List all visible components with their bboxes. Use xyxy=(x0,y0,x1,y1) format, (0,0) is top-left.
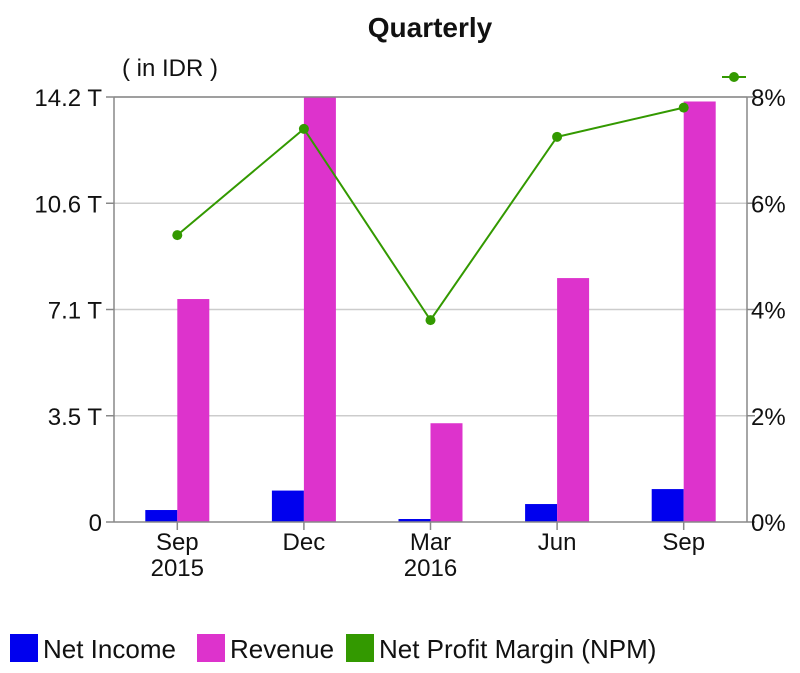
legend-swatch-net-income xyxy=(10,634,38,662)
bar-net-income-1 xyxy=(271,490,304,522)
y-left-tick-label: 7.1 T xyxy=(48,298,103,325)
y-left-tick-label: 0 xyxy=(89,510,102,537)
x-tick-label: Sep xyxy=(156,529,199,556)
chart-title: Quarterly xyxy=(368,12,493,43)
bar-revenue-4 xyxy=(683,101,716,522)
y-right-tick-label: 2% xyxy=(751,404,786,431)
bar-net-income-3 xyxy=(525,504,558,522)
legend: Net Income Revenue Net Profit Margin (NPM) xyxy=(10,72,746,664)
bar-revenue-3 xyxy=(557,278,590,522)
bar-revenue-2 xyxy=(430,423,463,522)
legend-label-revenue: Revenue xyxy=(230,634,334,664)
npm-point-4 xyxy=(678,102,689,113)
npm-point-0 xyxy=(172,230,183,241)
bar-net-income-2 xyxy=(398,519,431,522)
npm-point-2 xyxy=(425,315,436,326)
unit-label: ( in IDR ) xyxy=(122,55,218,82)
npm-point-1 xyxy=(298,123,309,134)
x-tick-label: Mar xyxy=(410,529,451,556)
x-tick-label: Jun xyxy=(538,529,577,556)
y-left-tick-label: 10.6 T xyxy=(34,191,102,218)
bar-net-income-0 xyxy=(145,510,178,522)
y-right-tick-label: 0% xyxy=(751,510,786,537)
x-tick-label-year: 2015 xyxy=(151,555,204,582)
y-left-tick-label: 3.5 T xyxy=(48,404,103,431)
y-right-tick-label: 8% xyxy=(751,85,786,112)
y-right-tick-label: 4% xyxy=(751,298,786,325)
npm-line-path xyxy=(176,106,684,322)
bar-revenue-1 xyxy=(303,97,336,522)
npm-point-3 xyxy=(552,131,563,142)
x-tick-label-year: 2016 xyxy=(404,555,457,582)
legend-swatch-revenue xyxy=(197,634,225,662)
legend-label-net-profit-margin-npm: Net Profit Margin (NPM) xyxy=(379,634,656,664)
npm-line xyxy=(172,102,689,326)
tick-labels: 03.5 T7.1 T10.6 T14.2 T0%2%4%6%8%Sep2015… xyxy=(34,85,785,582)
x-tick-label: Dec xyxy=(283,529,326,556)
bar-revenue-0 xyxy=(177,299,210,522)
bar-net-income-4 xyxy=(651,489,684,522)
line-series-marker-dot xyxy=(729,72,739,82)
y-right-tick-label: 6% xyxy=(751,191,786,218)
legend-swatch-net-profit-margin-npm xyxy=(346,634,374,662)
axes xyxy=(106,96,755,530)
legend-label-net-income: Net Income xyxy=(43,634,176,664)
y-left-tick-label: 14.2 T xyxy=(34,85,102,112)
x-tick-label: Sep xyxy=(662,529,705,556)
